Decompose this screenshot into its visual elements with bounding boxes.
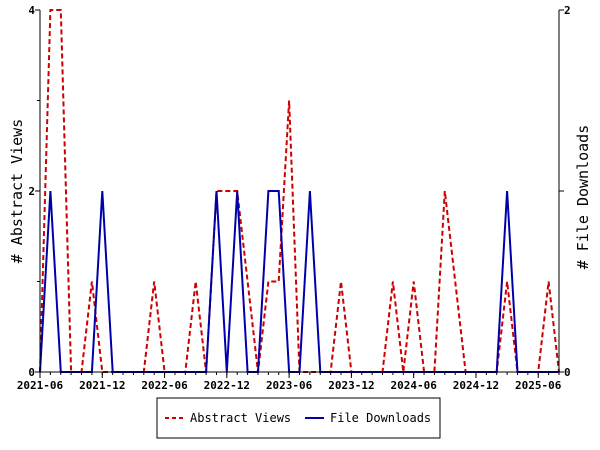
y-axis-right-title: # File Downloads <box>574 125 592 270</box>
x-tick-label: 2022-06 <box>141 379 188 392</box>
y-right-tick-label: 2 <box>564 4 571 17</box>
x-tick-label: 2022-12 <box>204 379 250 392</box>
y-left-tick-label: 0 <box>28 366 35 379</box>
x-tick-label: 2025-06 <box>515 379 562 392</box>
x-tick-label: 2024-06 <box>391 379 438 392</box>
legend-label-abstract-views: Abstract Views <box>190 411 291 425</box>
x-tick-label: 2023-12 <box>328 379 374 392</box>
y-left-tick-label: 2 <box>28 185 35 198</box>
x-tick-label: 2021-06 <box>17 379 64 392</box>
legend: Abstract Views File Downloads <box>156 397 441 439</box>
x-tick-label: 2023-06 <box>266 379 313 392</box>
plot-background <box>40 10 559 372</box>
y-axis-left-title: # Abstract Views <box>8 119 26 264</box>
legend-box <box>156 397 441 439</box>
y-right-tick-label: 0 <box>564 366 571 379</box>
plot-area <box>40 10 559 372</box>
axes-layer: 2021-06 2021-12 2022-06 2022-12 2023-06 2023-… <box>17 4 571 392</box>
y-left-tick-label: 4 <box>28 4 35 17</box>
x-tick-label: 2024-12 <box>453 379 499 392</box>
x-tick-label: 2021-12 <box>79 379 125 392</box>
legend-label-file-downloads: File Downloads <box>330 411 431 425</box>
